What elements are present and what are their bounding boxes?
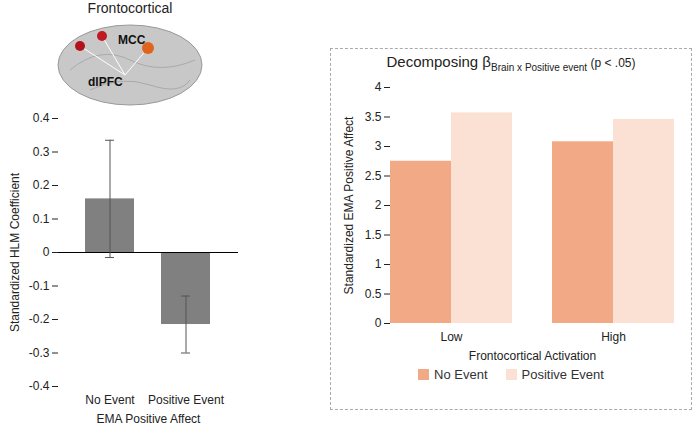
svg-text:Standardized HLM Coefficient: Standardized HLM Coefficient <box>8 172 22 332</box>
svg-text:1: 1 <box>375 257 382 271</box>
html-text:Positive Event: Positive Event <box>521 367 604 382</box>
svg-text:0.4: 0.4 <box>33 111 50 125</box>
svg-text:Frontocortical: Frontocortical <box>88 0 173 16</box>
svg-text:EMA Positive Affect: EMA Positive Affect <box>97 412 201 426</box>
svg-text:Low: Low <box>440 330 462 344</box>
svg-text:2.5: 2.5 <box>365 169 382 183</box>
svg-text:4: 4 <box>375 80 382 94</box>
svg-text:0.3: 0.3 <box>33 145 50 159</box>
html-text:Decomposing βBrain x Positive: Decomposing βBrain x Positive event(p < … <box>386 53 636 73</box>
svg-text:0.1: 0.1 <box>33 212 50 226</box>
svg-text:3.5: 3.5 <box>365 110 382 124</box>
svg-text:0: 0 <box>375 316 382 330</box>
svg-text:Frontocortical Activation: Frontocortical Activation <box>469 349 596 363</box>
svg-text:3: 3 <box>375 139 382 153</box>
svg-text:0: 0 <box>43 245 50 259</box>
svg-text:2: 2 <box>375 198 382 212</box>
svg-text:-0.3: -0.3 <box>29 346 50 360</box>
svg-text:0.2: 0.2 <box>33 178 50 192</box>
svg-text:-0.1: -0.1 <box>29 279 50 293</box>
svg-text:MCC: MCC <box>118 33 146 47</box>
svg-text:-0.2: -0.2 <box>29 312 50 326</box>
svg-text:Positive Event: Positive Event <box>148 393 225 407</box>
svg-text:0.5: 0.5 <box>365 287 382 301</box>
html-text:No Event: No Event <box>434 367 488 382</box>
svg-text:Standardized EMA Positive Affe: Standardized EMA Positive Affect <box>342 116 356 295</box>
svg-text:-0.4: -0.4 <box>29 379 50 393</box>
svg-text:No Event: No Event <box>85 393 135 407</box>
svg-text:1.5: 1.5 <box>365 228 382 242</box>
svg-text:dlPFC: dlPFC <box>88 75 123 89</box>
svg-text:High: High <box>601 330 626 344</box>
